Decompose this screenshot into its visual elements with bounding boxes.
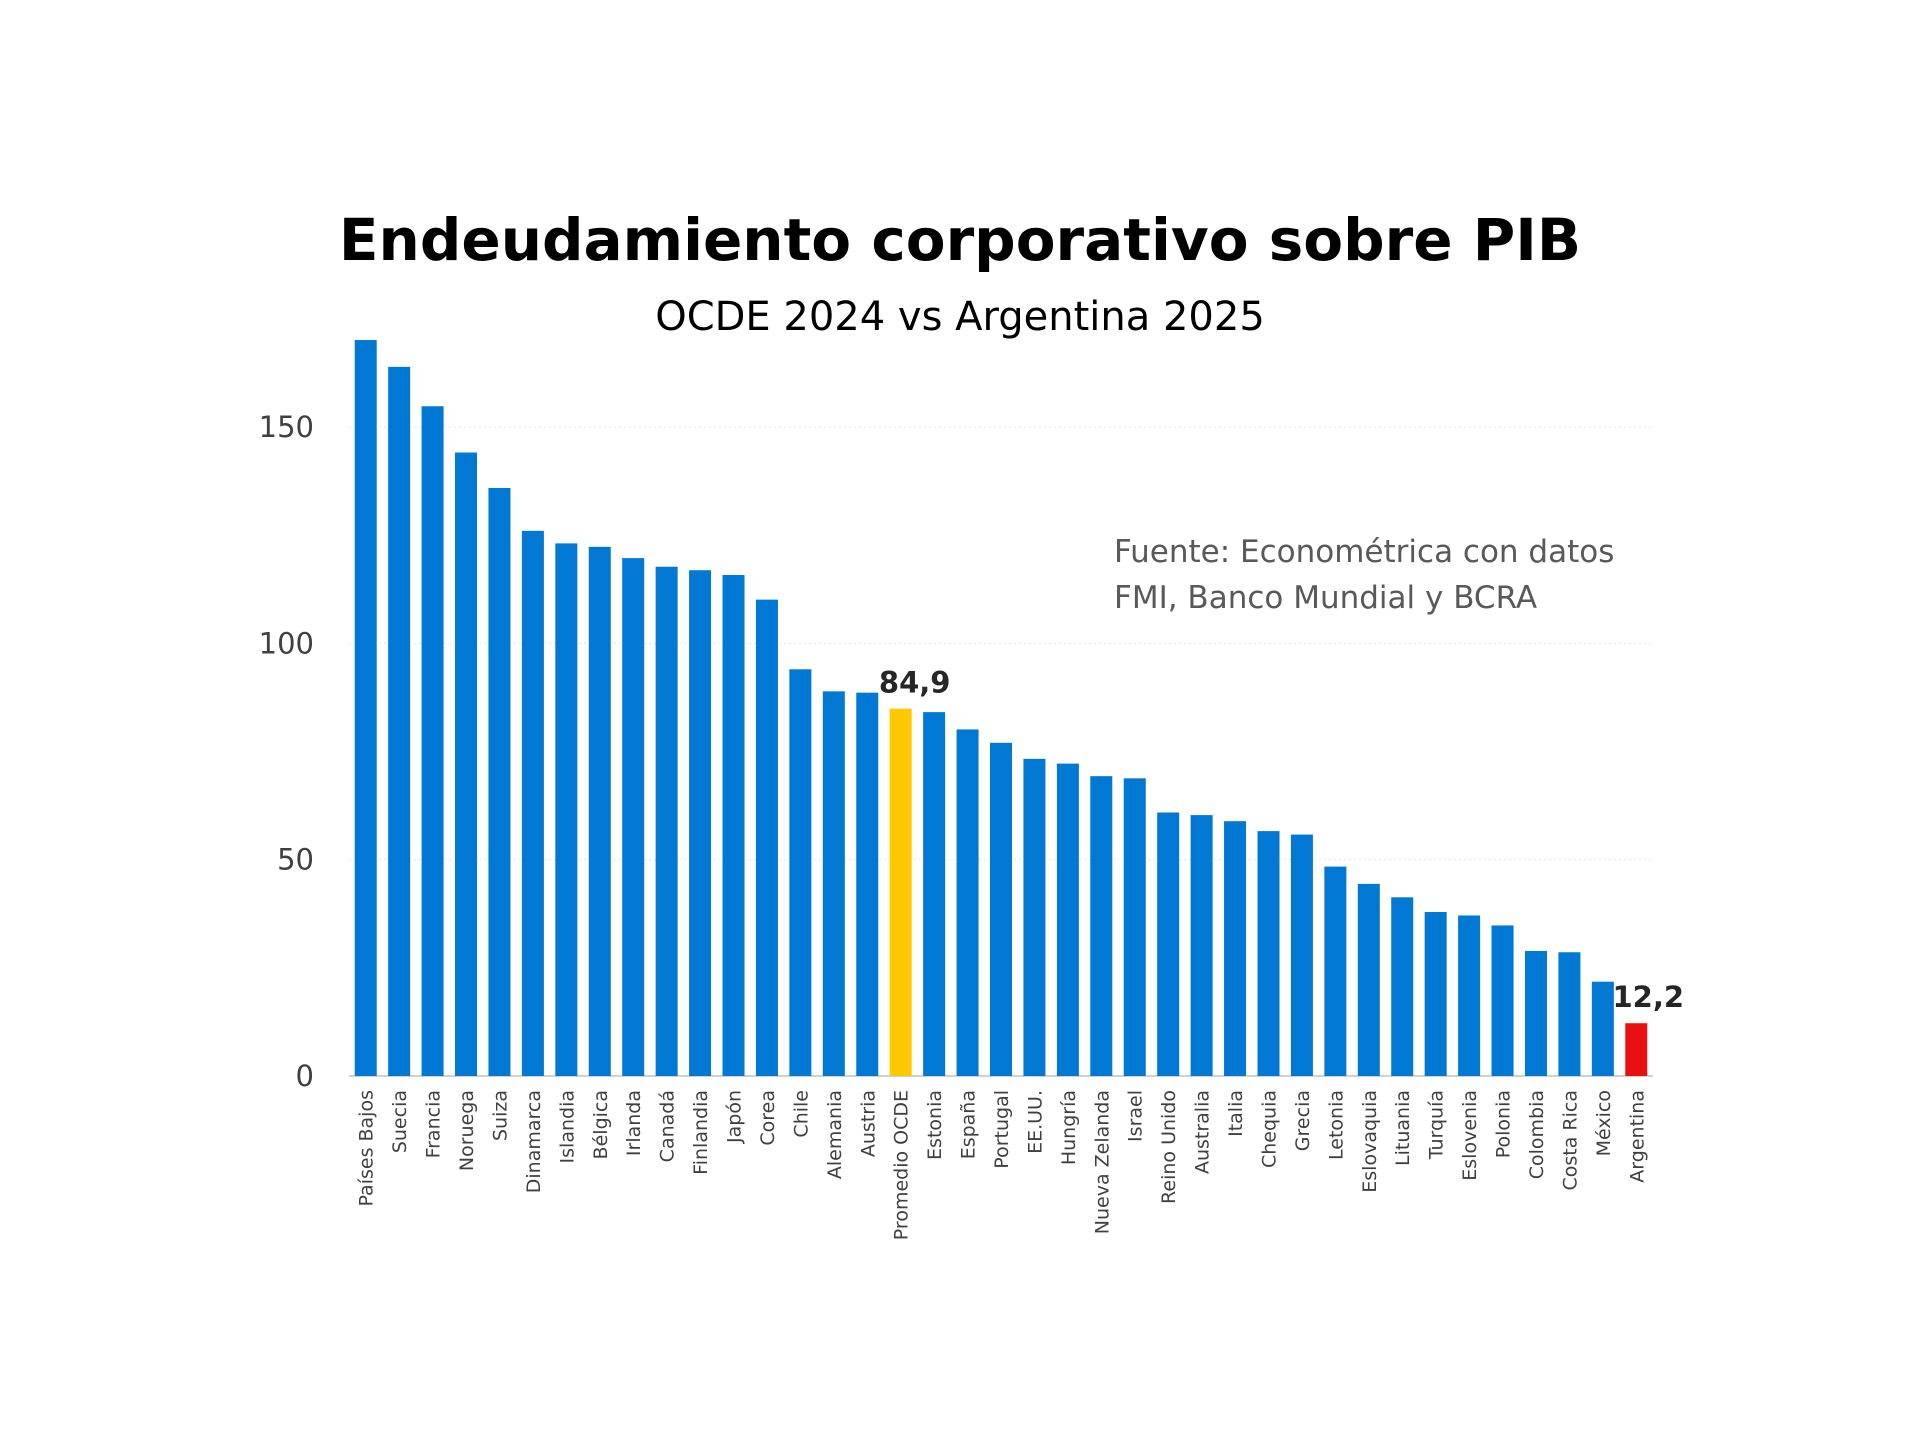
bar-colombia <box>1524 950 1547 1076</box>
y-tick-label: 100 <box>259 626 314 660</box>
bar-bélgica <box>588 546 611 1076</box>
chart-title: Endeudamiento corporativo sobre PIB <box>339 206 1581 274</box>
x-tick-label: Suiza <box>489 1090 511 1141</box>
bar-costa-rica <box>1558 952 1581 1076</box>
x-tick-label: Reino Unido <box>1158 1090 1180 1204</box>
bar-austria <box>856 692 879 1076</box>
bar-israel <box>1123 778 1146 1076</box>
x-tick-label: Corea <box>757 1090 779 1146</box>
bar-polonia <box>1491 925 1514 1076</box>
source-line-2: FMI, Banco Mundial y BCRA <box>1114 580 1537 616</box>
x-tick-label: Chile <box>790 1090 812 1138</box>
x-tick-label: Islandia <box>556 1090 578 1163</box>
data-label: 12,2 <box>1613 980 1685 1014</box>
y-tick-label: 150 <box>259 410 314 444</box>
bar-turquía <box>1424 912 1447 1076</box>
x-tick-label: Australia <box>1192 1090 1214 1174</box>
bar-irlanda <box>622 558 645 1076</box>
bar-finlandia <box>689 570 712 1076</box>
bar-nueva-zelanda <box>1090 776 1113 1076</box>
x-tick-label: Polonia <box>1493 1090 1515 1158</box>
y-tick-label: 0 <box>296 1059 314 1093</box>
x-tick-label: EE.UU. <box>1024 1090 1046 1154</box>
bar-portugal <box>990 742 1012 1076</box>
bar-canadá <box>655 566 678 1076</box>
bar-países-bajos <box>354 340 377 1076</box>
x-tick-label: Francia <box>423 1090 445 1158</box>
x-tick-label: Hungría <box>1058 1090 1080 1165</box>
x-tick-label: Japón <box>724 1090 746 1144</box>
x-tick-label: Israel <box>1125 1090 1147 1142</box>
x-tick-label: Finlandia <box>690 1090 712 1175</box>
x-tick-label: Canadá <box>657 1090 679 1162</box>
x-tick-label: España <box>958 1090 980 1159</box>
x-tick-label: Países Bajos <box>356 1090 378 1207</box>
bar-eslovenia <box>1458 915 1481 1076</box>
bar-promedio-ocde <box>889 708 912 1076</box>
bar-eslovaquia <box>1357 883 1380 1076</box>
bar-italia <box>1224 821 1247 1076</box>
x-tick-label: Alemania <box>824 1090 846 1179</box>
x-tick-label: Austria <box>857 1090 879 1157</box>
x-tick-label: Eslovenia <box>1459 1090 1481 1181</box>
bar-argentina <box>1625 1023 1648 1076</box>
bar-australia <box>1190 815 1213 1076</box>
x-tick-label: Lituania <box>1392 1090 1414 1166</box>
x-tick-label: Noruega <box>456 1090 478 1171</box>
x-tick-label: Portugal <box>991 1090 1013 1169</box>
x-tick-label: Nueva Zelanda <box>1091 1090 1113 1234</box>
source-line-1: Fuente: Econométrica con datos <box>1114 534 1614 570</box>
bar-francia <box>421 406 444 1076</box>
bar-corea <box>755 599 778 1076</box>
x-tick-label: Chequia <box>1258 1090 1280 1168</box>
bar-lituania <box>1391 897 1414 1076</box>
x-tick-label: México <box>1593 1090 1615 1156</box>
x-tick-label: Costa Rica <box>1559 1090 1581 1191</box>
x-tick-label: Eslovaquia <box>1359 1090 1381 1193</box>
bar-suecia <box>388 366 411 1076</box>
bar-españa <box>956 729 979 1076</box>
x-tick-label: Promedio OCDE <box>891 1090 913 1240</box>
bar-japón <box>722 574 745 1076</box>
bar-estonia <box>923 712 946 1076</box>
bar-alemania <box>822 691 845 1076</box>
bar-islandia <box>555 543 578 1076</box>
bar-ee-uu- <box>1023 758 1046 1076</box>
bar-chequia <box>1257 831 1280 1076</box>
x-tick-label: Grecia <box>1292 1090 1314 1151</box>
bar-chile <box>789 669 812 1076</box>
data-label: 84,9 <box>879 666 951 700</box>
bar-dinamarca <box>521 530 544 1076</box>
x-tick-label: Italia <box>1225 1090 1247 1137</box>
bar-noruega <box>455 452 478 1076</box>
x-tick-label: Suecia <box>389 1090 411 1153</box>
bar-grecia <box>1290 834 1313 1076</box>
bar-hungría <box>1056 763 1079 1076</box>
x-tick-label: Argentina <box>1626 1090 1648 1183</box>
x-tick-label: Letonia <box>1325 1090 1347 1160</box>
x-tick-label: Dinamarca <box>523 1090 545 1193</box>
y-tick-label: 50 <box>277 843 314 877</box>
x-tick-label: Irlanda <box>623 1090 645 1156</box>
bar-suiza <box>488 488 511 1077</box>
chart-subtitle: OCDE 2024 vs Argentina 2025 <box>655 294 1265 340</box>
x-tick-label: Bélgica <box>590 1090 612 1159</box>
x-tick-label: Colombia <box>1526 1090 1548 1179</box>
bar-reino-unido <box>1157 812 1180 1076</box>
bar-méxico <box>1591 981 1614 1076</box>
bar-letonia <box>1324 866 1347 1076</box>
x-tick-label: Turquía <box>1426 1090 1448 1160</box>
x-tick-label: Estonia <box>924 1090 946 1160</box>
